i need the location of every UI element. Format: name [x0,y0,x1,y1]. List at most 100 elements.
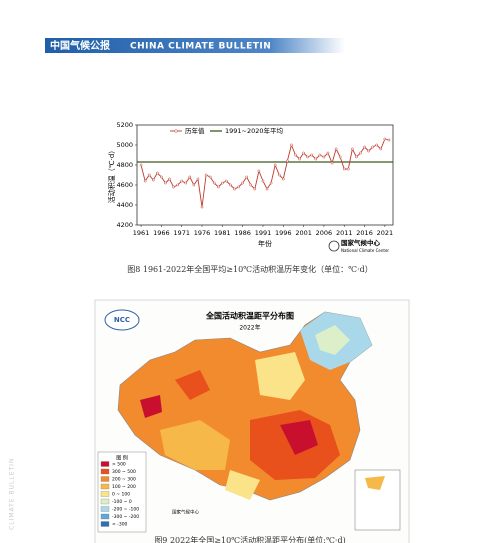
map-legend-title: 图 例 [116,455,128,462]
data-point [334,147,338,151]
legend-marker [174,129,178,133]
side-text: CLIMATE BULLETIN [9,458,16,530]
data-point [273,163,277,167]
data-point [346,167,350,171]
data-point [371,145,375,149]
data-point [277,173,281,177]
logo-icon [328,240,340,252]
data-point [265,187,269,191]
data-point [200,205,204,209]
header-title-en: CHINA CLIMATE BULLETIN [130,42,271,52]
map-warm-region [225,470,260,500]
data-point [261,179,265,183]
data-point [351,147,354,151]
map-subtitle: 2022年 [239,324,260,332]
figure9-caption: 图9 2022年全国≥10℃活动积温距平分布(单位:℃·d) [154,535,345,543]
data-point [302,151,305,155]
data-point [290,143,293,147]
legend-label: -100 ~ 0 [112,499,132,505]
legend-swatch [100,491,110,497]
legend-swatch [100,476,110,482]
legend-swatch [100,498,110,505]
map-hot-region [280,420,318,455]
legend-swatch [100,461,110,467]
data-point [147,173,151,177]
map-warm-region [255,352,305,400]
data-point [164,181,167,185]
x-tick-label: 1996 [275,229,292,237]
data-point [249,183,253,187]
data-point [306,155,310,159]
x-tick-label: 2021 [377,229,394,237]
data-point [172,185,175,189]
map-shapes [117,311,401,531]
data-point [285,159,289,163]
x-tick-label: 2006 [316,229,333,237]
data-point [294,153,297,157]
data-point [367,149,370,153]
data-point [208,175,212,179]
chart-layer: 4200 4400 4600 4800 5000 5200 1961 1966 1971 1976… [116,121,393,237]
legend-label: 100 ~ 200 [112,484,136,490]
data-point [188,175,192,179]
data-point [322,155,326,159]
legend-label: -200 ~ -100 [112,507,139,513]
data-point [326,151,330,155]
legend-label: 0 ~ 100 [112,492,130,498]
data-point [253,187,257,191]
data-point [298,157,301,161]
logo-cn: 国家气候中心 [341,238,381,247]
data-point [180,179,184,183]
map-hot-region [140,395,162,418]
x-tick-label: 2011 [336,229,353,237]
data-point [229,183,232,187]
data-point [383,137,387,141]
data-point [176,183,179,187]
data-point [196,177,200,181]
data-point [281,177,285,181]
map-warm-region [160,420,230,470]
data-point [139,163,143,167]
legend-swatch [100,483,110,490]
data-point [216,185,220,189]
map-logo-text: NCC [114,316,130,324]
y-tick-label: 5200 [116,121,133,129]
figure8-caption: 图8 1961-2022年全国平均≥10℃活动积温历年变化（单位：℃·d） [127,264,373,274]
data-point [245,175,249,179]
x-tick-label: 2001 [295,229,312,237]
x-axis-label: 年份 [258,239,272,248]
map-logo [104,309,140,331]
legend-swatch [100,506,110,512]
logo-en: National Climate Center [341,248,389,253]
y-tick-label: 5000 [116,141,133,149]
data-point [237,185,240,189]
data-point [310,153,314,157]
data-point [363,145,366,149]
x-tick-label: 1986 [234,229,251,237]
data-point [151,178,155,182]
data-point [342,167,346,171]
legend-label: -300 ~ -200 [112,514,139,520]
map-credit: 国家气候中心 [172,509,199,516]
data-point [204,173,208,177]
legend-label: 1991~2020年平均 [225,126,284,135]
data-point [379,147,383,151]
data-point [225,179,228,183]
y-tick-label: 4800 [116,161,133,169]
data-point [318,153,322,157]
data-point [220,181,224,185]
header-bar [45,38,345,53]
map-hot-region [175,370,210,400]
y-tick-label: 4200 [116,221,133,229]
plot-frame [136,124,394,226]
legend-swatch [100,468,110,475]
data-point [160,175,163,179]
legend-label: > 500 [112,462,126,468]
data-point [375,143,379,147]
data-point [212,181,216,185]
map-title: 全国活动积温距平分布图 [205,311,294,321]
legend-swatch [100,513,110,520]
